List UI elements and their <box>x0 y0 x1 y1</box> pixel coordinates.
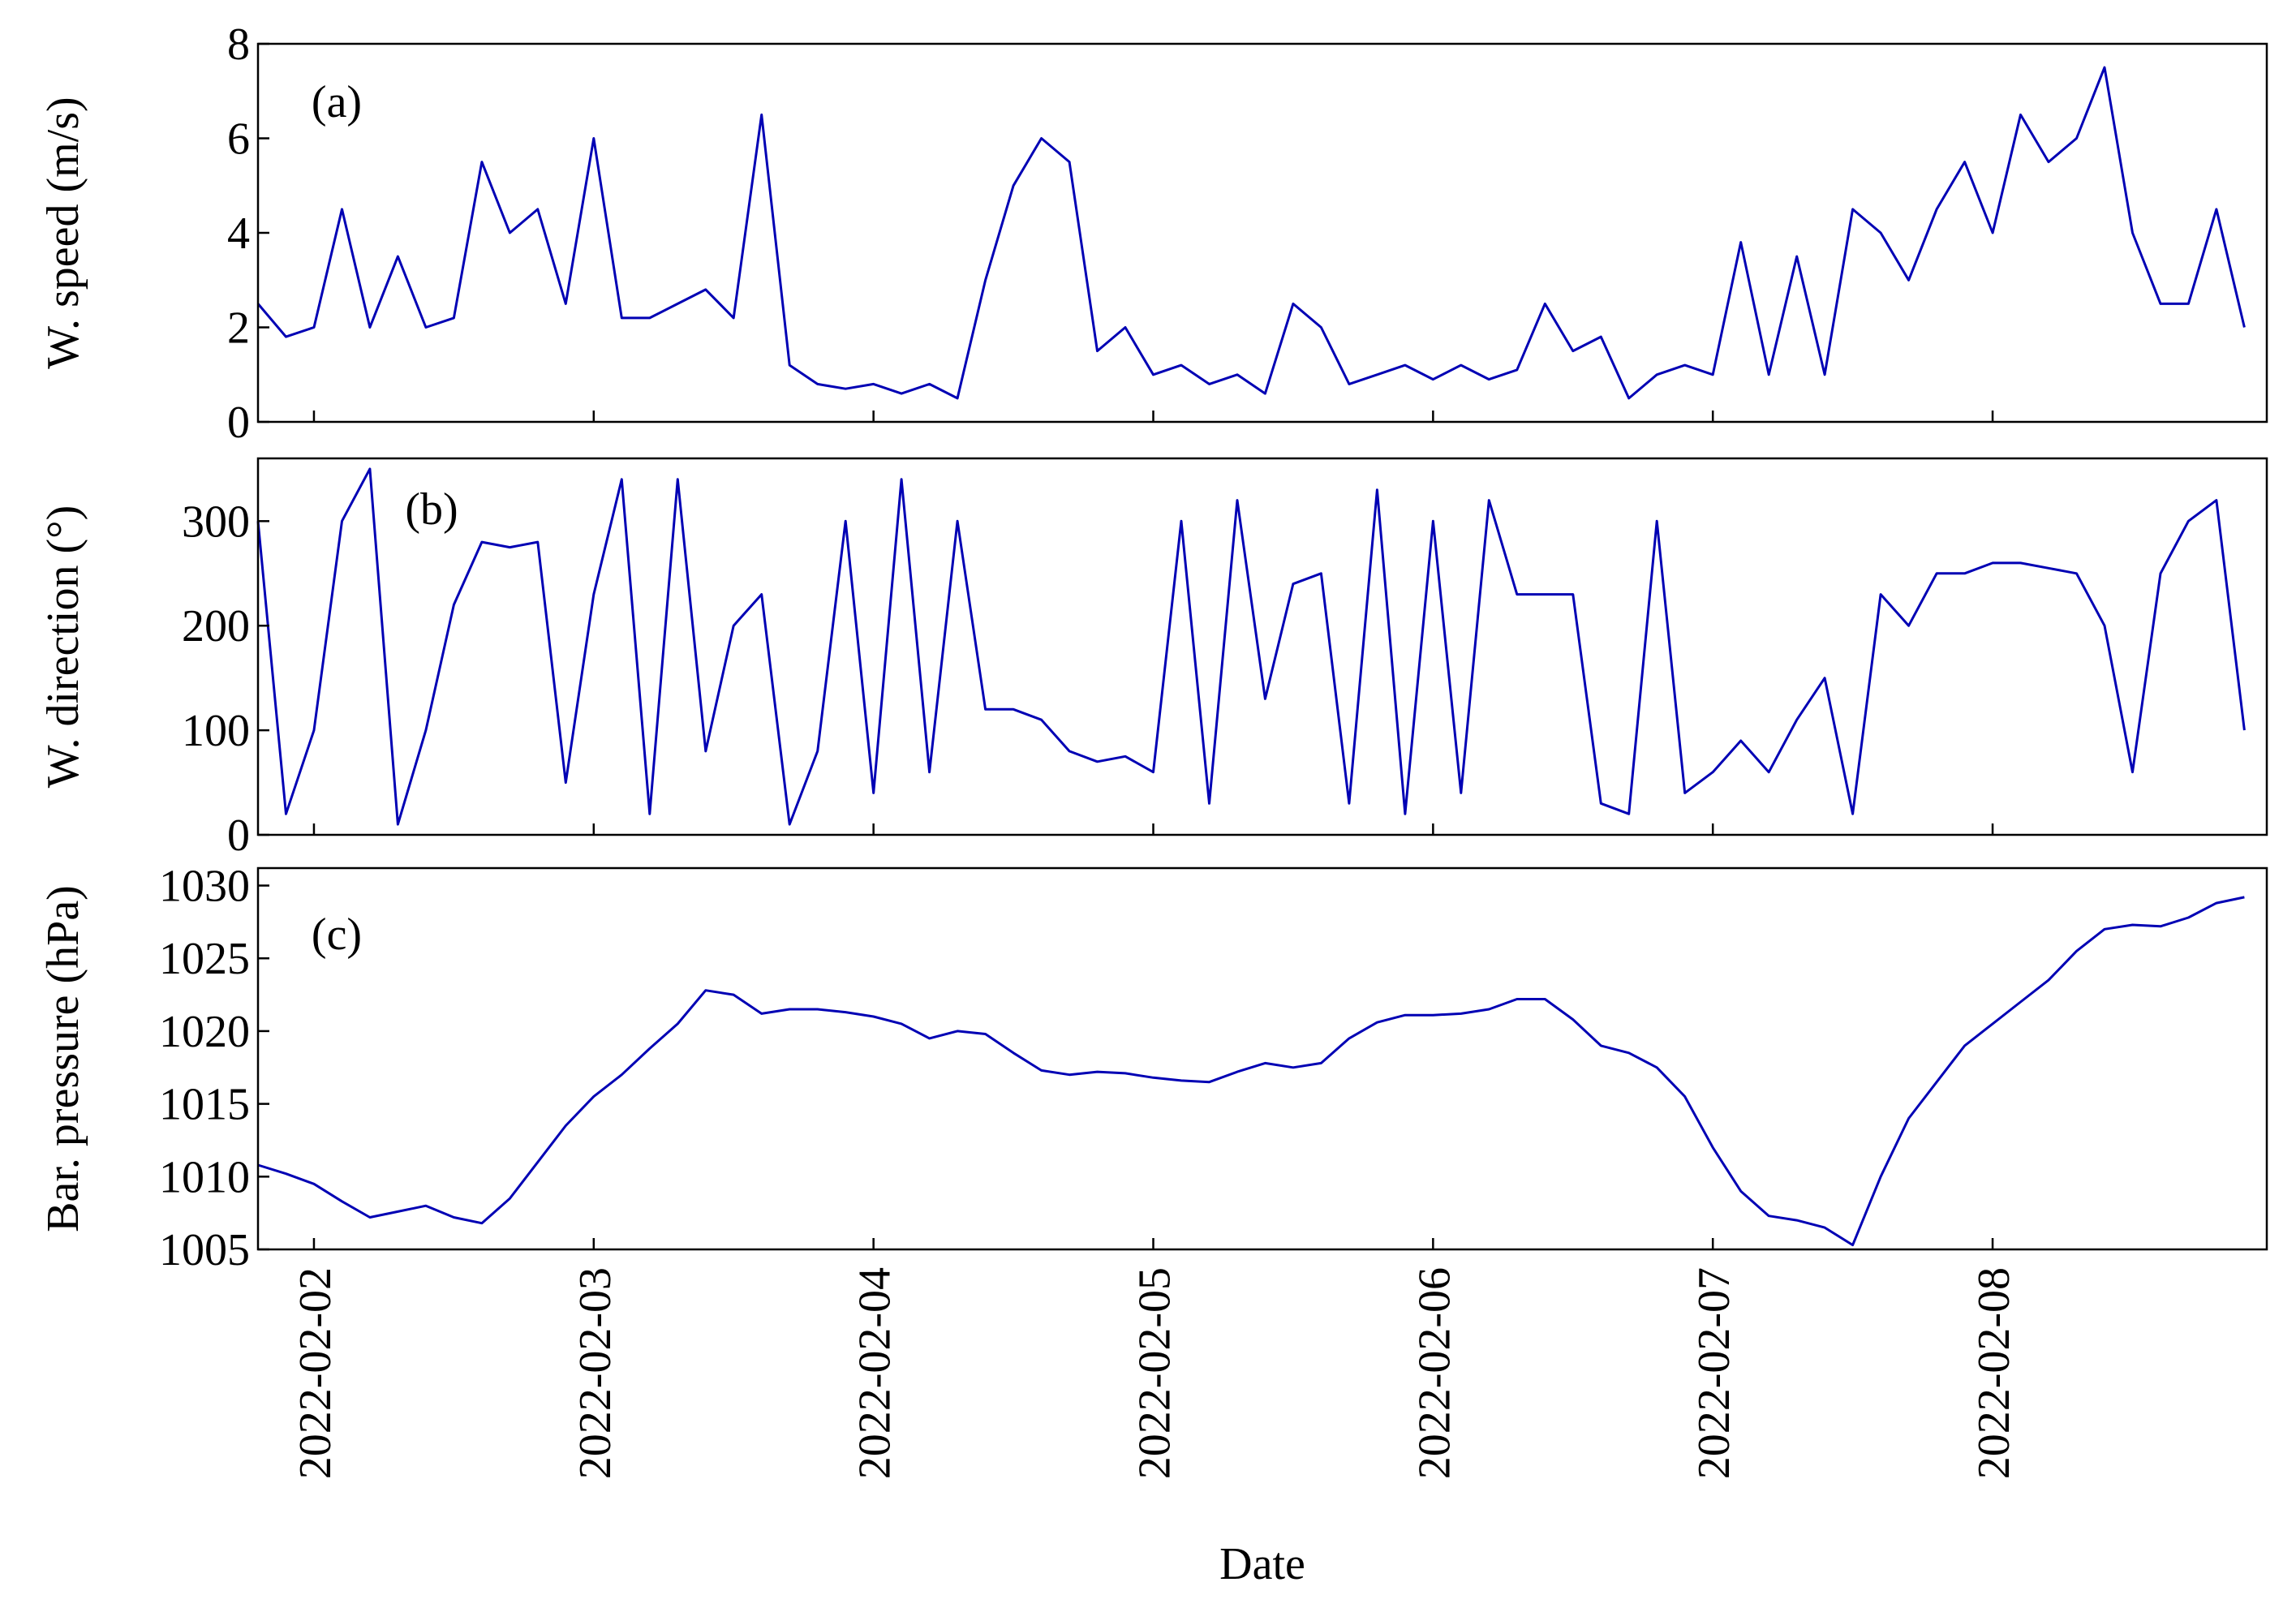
x-tick-label: 2022-02-08 <box>1969 1267 2019 1479</box>
y-tick-label: 1020 <box>159 1007 250 1057</box>
y-tick-label: 0 <box>227 810 250 861</box>
y-tick-label: 2 <box>227 303 250 354</box>
plot-frame <box>256 866 2268 1251</box>
data-line <box>256 467 2246 826</box>
panel-label: (a) <box>312 77 362 127</box>
y-tick-label: 8 <box>227 19 250 70</box>
panel-label: (c) <box>312 909 362 960</box>
y-tick-label: 200 <box>182 601 250 651</box>
x-tick-label: 2022-02-04 <box>850 1267 901 1479</box>
y-tick-label: 6 <box>227 114 250 165</box>
plot-frame <box>256 42 2268 423</box>
x-axis-label: Date <box>1219 1539 1305 1589</box>
data-line <box>256 66 2246 400</box>
y-tick-label: 1005 <box>159 1225 250 1275</box>
data-line <box>257 896 2245 1247</box>
y-axis-label: W. speed (m/s) <box>38 97 88 368</box>
x-tick-label: 2022-02-05 <box>1130 1267 1180 1479</box>
y-tick-label: 100 <box>182 706 250 756</box>
y-tick-label: 0 <box>227 398 250 448</box>
y-tick-label: 4 <box>227 209 250 259</box>
y-axis-label: Bar. pressure (hPa) <box>38 885 88 1232</box>
panel-label: (b) <box>405 484 458 535</box>
x-tick-label: 2022-02-02 <box>290 1267 341 1479</box>
y-tick-label: 1015 <box>159 1080 250 1130</box>
y-tick-label: 1010 <box>159 1152 250 1202</box>
y-axis-label: W. direction (°) <box>38 505 88 788</box>
y-tick-label: 300 <box>182 497 250 547</box>
y-tick-label: 1030 <box>159 862 250 912</box>
x-tick-label: 2022-02-03 <box>570 1267 621 1479</box>
plot-frame <box>256 457 2268 836</box>
x-tick-label: 2022-02-07 <box>1689 1267 1739 1479</box>
y-tick-label: 1025 <box>159 934 250 984</box>
x-tick-label: 2022-02-06 <box>1409 1267 1460 1479</box>
